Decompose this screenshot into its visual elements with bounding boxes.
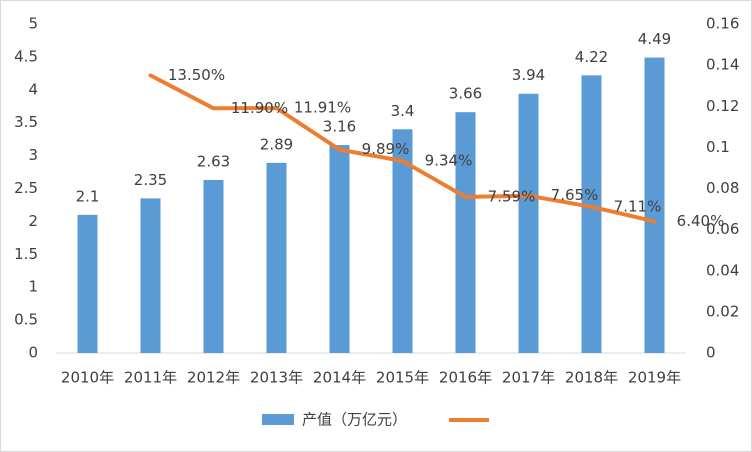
line-value-label: 11.90% <box>231 99 288 117</box>
bar-value-label: 3.16 <box>323 118 356 136</box>
x-tick-label: 2014年 <box>313 369 366 387</box>
line-value-label: 9.89% <box>362 140 410 158</box>
y2-tick-label: 0.04 <box>706 261 739 279</box>
x-tick-label: 2015年 <box>376 369 429 387</box>
y-tick-label: 0 <box>28 344 38 362</box>
line-value-label: 11.91% <box>294 99 351 117</box>
line-value-label: 7.65% <box>551 186 599 204</box>
bar <box>140 198 161 353</box>
x-tick-label: 2011年 <box>124 369 177 387</box>
bar <box>266 162 287 353</box>
y-tick-label: 2 <box>28 212 38 230</box>
x-tick-label: 2018年 <box>565 369 618 387</box>
y2-tick-label: 0.06 <box>706 220 739 238</box>
x-tick-label: 2010年 <box>61 369 114 387</box>
bar <box>644 57 665 354</box>
y-tick-label: 2.5 <box>14 179 38 197</box>
bar <box>518 93 539 354</box>
y2-tick-label: 0 <box>706 344 716 362</box>
bar <box>203 179 224 353</box>
x-tick-label: 2019年 <box>628 369 681 387</box>
y2-tick-label: 0.02 <box>706 302 739 320</box>
y-tick-label: 4 <box>28 80 38 98</box>
line-value-label: 7.59% <box>488 187 536 205</box>
y-tick-label: 4.5 <box>14 47 38 65</box>
bar <box>77 214 98 353</box>
y-tick-label: 1.5 <box>14 245 38 263</box>
line <box>148 73 657 224</box>
bar <box>581 75 602 353</box>
legend-swatch <box>262 414 294 425</box>
bar-value-label: 2.35 <box>134 171 167 189</box>
x-tick-label: 2013年 <box>250 369 303 387</box>
y-tick-label: 1 <box>28 278 38 296</box>
bar <box>455 112 476 353</box>
bar-value-label: 2.1 <box>76 187 100 205</box>
y-tick-label: 5 <box>28 15 38 33</box>
y2-tick-label: 0.08 <box>706 179 739 197</box>
x-tick-label: 2016年 <box>439 369 492 387</box>
bar-value-label: 2.89 <box>260 135 293 153</box>
bar <box>392 129 413 353</box>
y2-tick-label: 0.14 <box>706 56 739 74</box>
bar-value-label: 4.49 <box>638 30 671 48</box>
bar <box>329 145 350 353</box>
bar-value-label: 3.94 <box>512 66 545 84</box>
y2-tick-label: 0.1 <box>706 138 730 156</box>
x-tick-label: 2012年 <box>187 369 240 387</box>
y-tick-label: 3.5 <box>14 113 38 131</box>
y2-tick-label: 0.12 <box>706 97 739 115</box>
bar-value-label: 3.4 <box>391 102 415 120</box>
y-tick-label: 3 <box>28 146 38 164</box>
bar-value-label: 3.66 <box>449 85 482 103</box>
legend-label: 产值（万亿元） <box>302 411 407 429</box>
line-value-label: 6.40% <box>677 212 725 230</box>
line-value-label: 7.11% <box>614 197 662 215</box>
y-tick-label: 0.5 <box>14 311 38 329</box>
bar-value-label: 2.63 <box>197 152 230 170</box>
line-value-label: 9.34% <box>425 151 473 169</box>
y2-tick-label: 0.16 <box>706 15 739 33</box>
bar-value-label: 4.22 <box>575 48 608 66</box>
x-tick-label: 2017年 <box>502 369 555 387</box>
line-value-label: 13.50% <box>168 66 225 84</box>
